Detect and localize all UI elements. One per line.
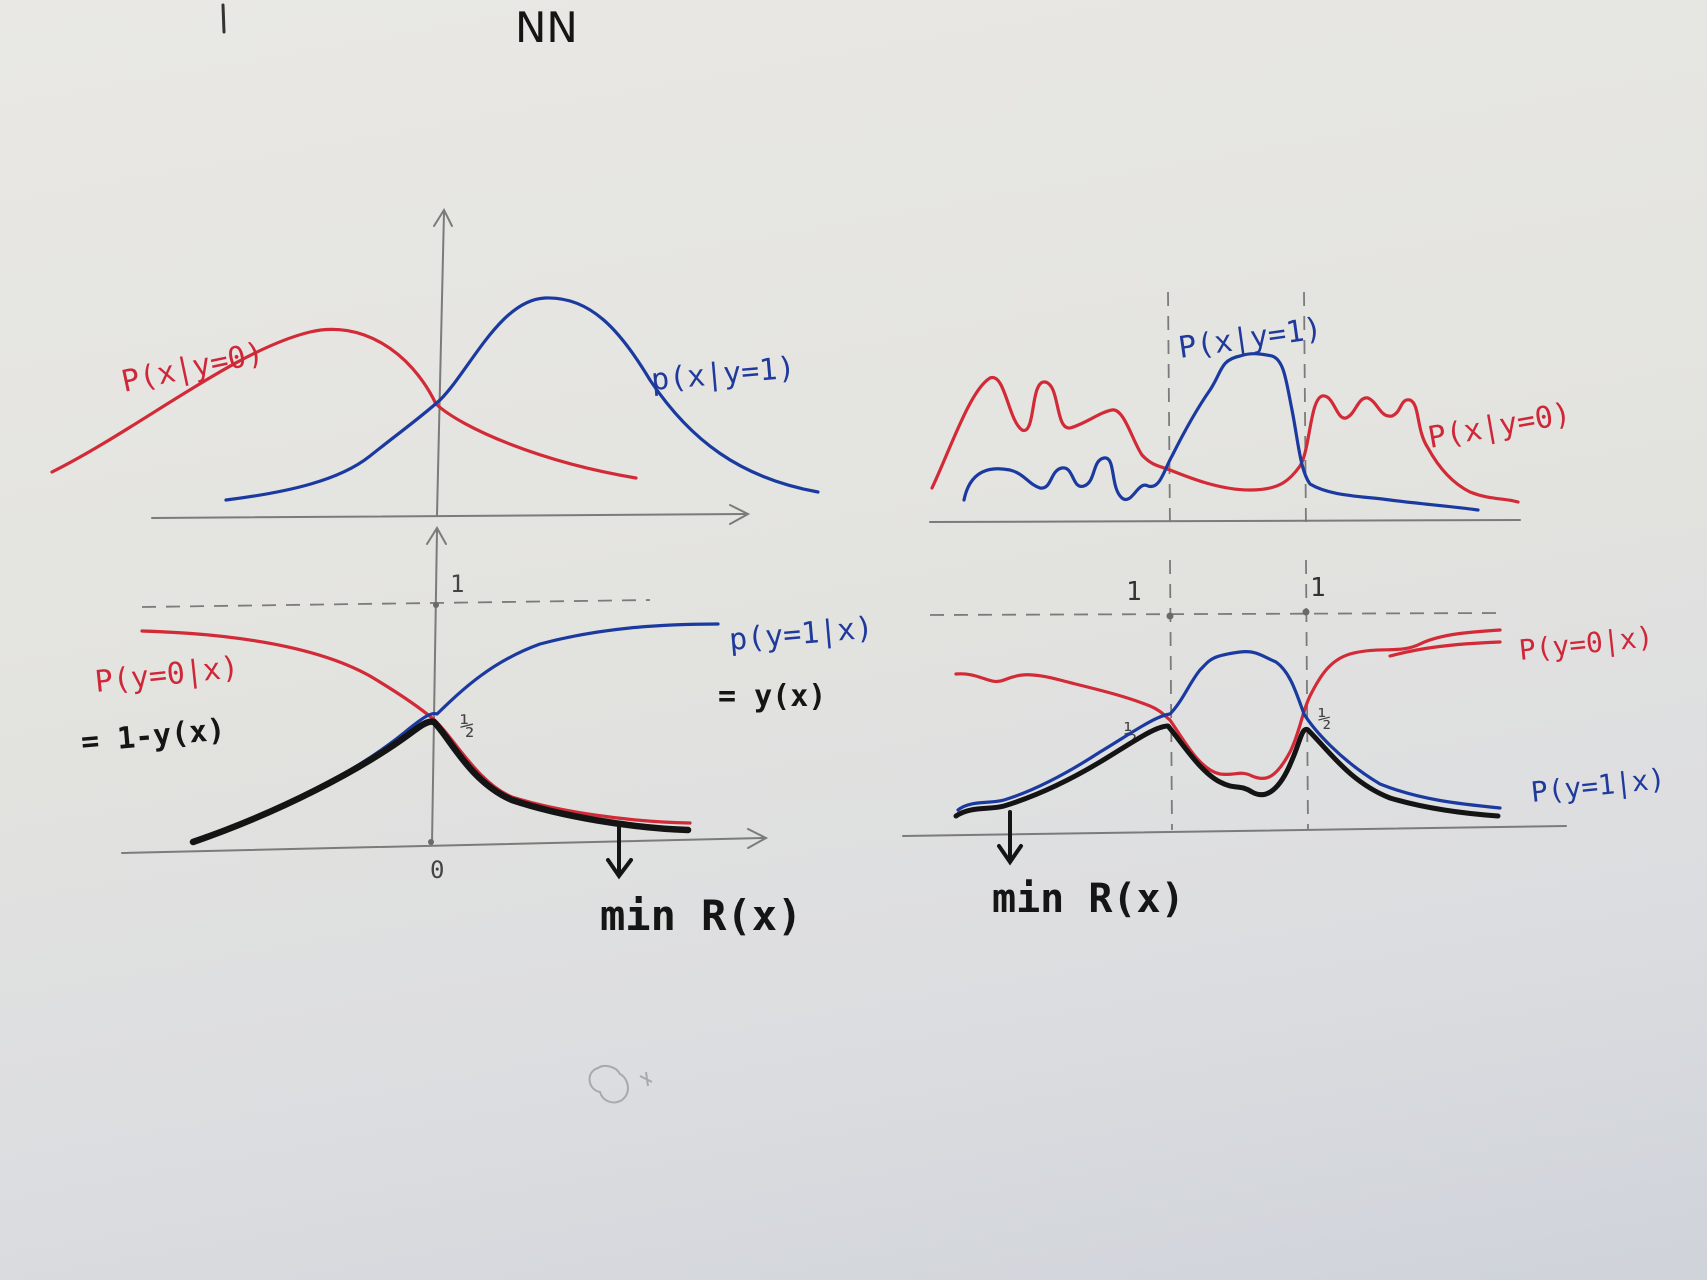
tl-red-label: P(x|y=0): [118, 336, 267, 400]
bl-zero-tick: 0: [430, 856, 444, 884]
tr-red-density-curve: [930, 376, 1520, 504]
bl-red-label: P(y=0|x): [93, 650, 240, 700]
pencil-doodle: [588, 1065, 653, 1104]
bl-one-tick: 1: [450, 570, 464, 598]
br-one-left-tick: 1: [1126, 577, 1142, 607]
bottom-left-plot: 1 ½ 0 P(y=0|x) = 1-y(x) p(y=1|x) = y(x) …: [80, 526, 875, 940]
br-one-right-tick: 1: [1310, 573, 1326, 603]
br-min-risk-curve: [953, 723, 1501, 819]
br-red-posterior-curve: [954, 628, 1502, 781]
tr-red-label: P(x|y=0): [1425, 396, 1573, 456]
br-blue-posterior-curve: [956, 650, 1502, 812]
tr-blue-label: P(x|y=1): [1176, 311, 1324, 366]
bl-red-posterior-curve: [140, 629, 692, 825]
header-nn: NN: [515, 3, 578, 52]
br-half-right-tick: ½: [1318, 707, 1331, 732]
tl-blue-label: p(x|y=1): [650, 351, 797, 398]
tr-blue-density-curve: [962, 352, 1480, 512]
bl-half-tick: ½: [460, 712, 474, 740]
br-min-risk-label: min R(x): [992, 876, 1185, 922]
br-red-posterior-curve-trace: [1388, 640, 1502, 658]
br-axes: [902, 559, 1567, 837]
top-right-plot: P(x|y=1) P(x|y=0): [929, 291, 1574, 531]
bl-min-risk-curve: [189, 718, 692, 846]
br-blue-label: P(y=1|x): [1529, 762, 1667, 809]
bottom-right-plot: 1 1 ½ ½ P(y=0|x) P(y=1|x) min R(x): [902, 559, 1667, 922]
bl-min-risk-label: min R(x): [600, 891, 802, 940]
bl-blue-equation: = y(x): [718, 679, 826, 714]
tl-axes: [151, 207, 751, 525]
tl-blue-density-curve: [224, 296, 820, 502]
tl-red-density-curve: [50, 327, 638, 480]
br-red-label: P(y=0|x): [1517, 620, 1655, 667]
tr-axes: [929, 291, 1521, 531]
top-left-plot: P(x|y=0) p(x|y=1): [50, 207, 820, 525]
bl-blue-label: p(y=1|x): [728, 611, 875, 658]
br-min-risk-arrow: [997, 810, 1023, 866]
bl-red-equation: = 1-y(x): [80, 713, 227, 760]
top-fragment: [221, 3, 226, 34]
bl-min-risk-arrow: [606, 824, 633, 880]
bl-axes: [121, 526, 769, 854]
